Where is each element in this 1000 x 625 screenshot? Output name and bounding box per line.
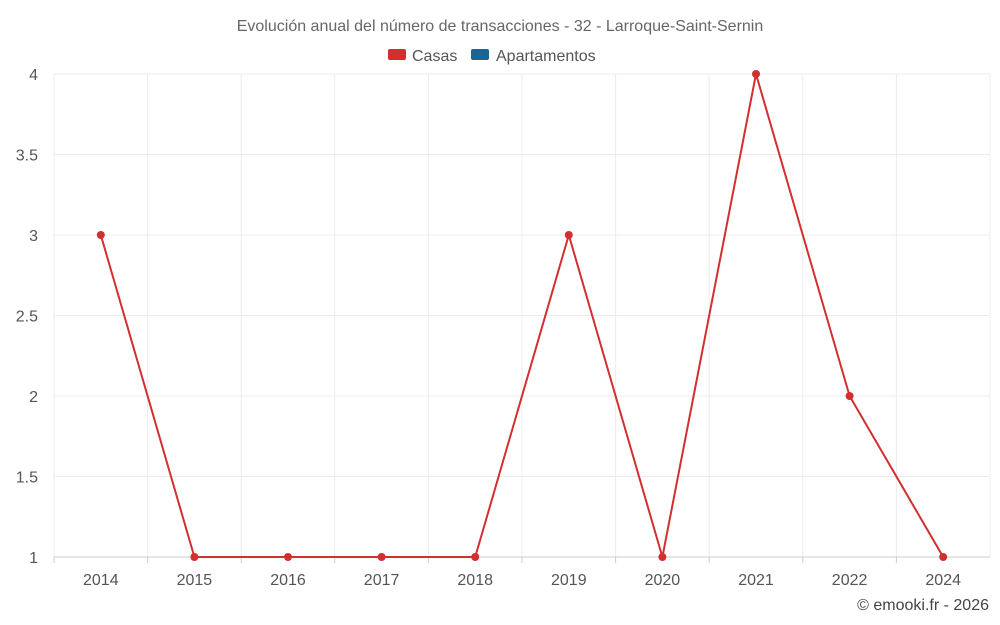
y-tick-label-0: 1 [29, 550, 38, 567]
legend: Casas Apartamentos [388, 48, 596, 65]
data-point-casas-2018 [471, 553, 480, 561]
data-point-casas-2016 [284, 553, 292, 561]
grid [53, 73, 991, 557]
credit-text: © emooki.fr - 2026 [857, 597, 989, 614]
y-tick-label-1: 1.5 [16, 470, 38, 487]
legend-label-apartamentos[interactable]: Apartamentos [496, 48, 596, 65]
x-tick-label-2018: 2018 [457, 572, 493, 589]
x-axis-ticks: 2014 2015 2016 2017 2018 2019 2020 2021 2022 2024 [83, 572, 961, 589]
legend-swatch-apartamentos[interactable] [471, 49, 489, 60]
x-tick-label-2019: 2019 [551, 572, 587, 589]
chart-title: Evolución anual del número de transaccio… [237, 18, 764, 35]
y-tick-label-6: 4 [29, 67, 38, 84]
series-line-casas [99, 73, 945, 558]
series [96, 70, 948, 561]
legend-label-casas[interactable]: Casas [412, 48, 457, 65]
data-point-casas-2015 [190, 553, 199, 561]
data-point-casas-2019 [564, 231, 573, 239]
x-tick-label-2021: 2021 [738, 572, 774, 589]
data-point-casas-2020 [658, 553, 667, 561]
y-tick-label-3: 2.5 [16, 309, 38, 326]
legend-swatch-casas[interactable] [388, 49, 406, 60]
x-tick-label-2015: 2015 [177, 572, 213, 589]
y-tick-label-2: 2 [29, 389, 38, 406]
x-tick-label-2016: 2016 [270, 572, 306, 589]
y-axis-ticks: 1 1.5 2 2.5 3 3.5 4 [16, 67, 38, 567]
x-tick-label-2020: 2020 [645, 572, 681, 589]
data-point-casas-2014 [96, 231, 105, 239]
y-tick-label-4: 3 [29, 228, 38, 245]
data-point-casas-2017 [377, 553, 386, 561]
x-tick-label-2024: 2024 [925, 572, 961, 589]
y-tick-label-5: 3.5 [16, 148, 38, 165]
data-point-casas-2022 [845, 392, 854, 400]
data-point-casas-2024 [939, 553, 948, 561]
x-tick-label-2017: 2017 [364, 572, 400, 589]
x-tick-label-2014: 2014 [83, 572, 119, 589]
x-tick-label-2022: 2022 [832, 572, 868, 589]
data-point-casas-2021 [752, 70, 760, 78]
